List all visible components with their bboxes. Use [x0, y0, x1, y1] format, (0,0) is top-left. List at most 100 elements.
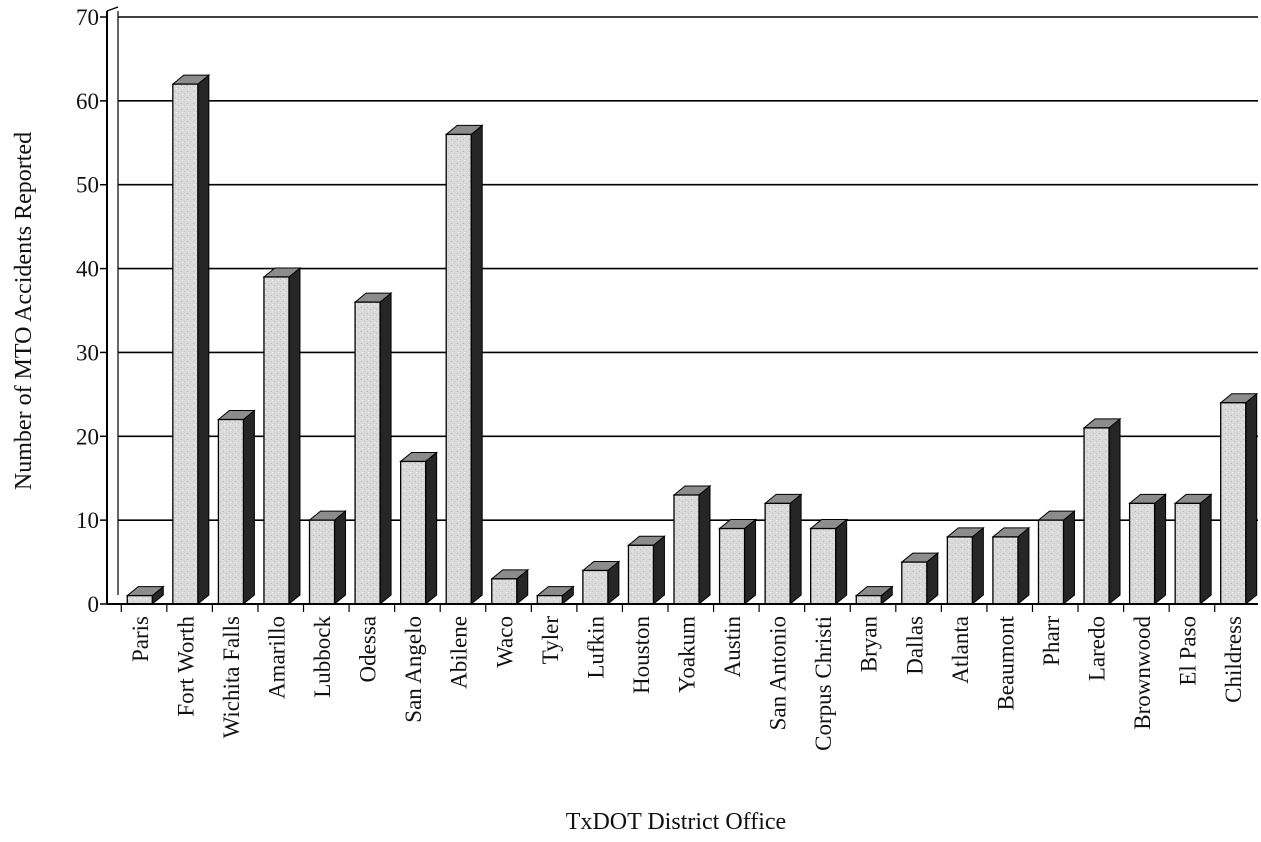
bar: [171, 74, 211, 606]
bar: [125, 585, 165, 606]
bar-front-face: [399, 460, 427, 605]
bar-front-face: [901, 561, 928, 605]
bar: [672, 484, 712, 606]
x-tick-label: Dallas: [902, 616, 927, 675]
x-tick-label: Wichita Falls: [219, 616, 244, 738]
x-tick-label: Tyler: [538, 616, 563, 665]
bar-side-face: [1245, 392, 1258, 606]
bar-front-face: [946, 536, 974, 605]
bar-front-face: [263, 276, 290, 605]
bar-side-face: [835, 518, 848, 606]
y-tick-label: 60: [76, 89, 99, 114]
bar-side-face: [242, 409, 255, 606]
bar-side-face: [425, 451, 438, 606]
bar: [1128, 493, 1168, 606]
x-tick-label: Laredo: [1085, 616, 1110, 681]
bar: [945, 526, 985, 606]
bar-front-face: [855, 594, 882, 605]
bar-side-face: [334, 510, 347, 606]
x-tick-label: Beaumont: [993, 615, 1018, 710]
bar-front-face: [491, 578, 518, 605]
x-axis-title: TxDOT District Office: [566, 809, 786, 835]
x-tick-label: Amarillo: [264, 616, 289, 699]
x-tick-label: Waco: [492, 616, 517, 668]
bar-front-face: [354, 301, 381, 605]
x-tick-label: Lubbock: [310, 616, 335, 698]
bar: [1173, 493, 1213, 606]
x-tick-label: Atlanta: [948, 616, 973, 684]
y-tick-label: 30: [76, 340, 99, 365]
bar: [900, 552, 940, 606]
x-tick-label: Yoakum: [675, 616, 700, 693]
y-tick-label: 10: [76, 508, 99, 533]
bar-front-face: [1037, 519, 1065, 605]
bar-side-face: [1017, 526, 1030, 606]
bar-front-face: [627, 544, 655, 605]
bar-front-face: [1083, 427, 1110, 605]
bar-front-face: [126, 594, 153, 605]
bar: [308, 510, 347, 606]
bar-front-face: [810, 527, 837, 605]
bar-side-face: [1108, 417, 1121, 606]
x-tick-label: Austin: [720, 616, 745, 678]
bar-front-face: [582, 569, 609, 605]
bar-side-face: [288, 266, 301, 606]
y-axis-title: Number of MTO Accidents Reported: [11, 132, 37, 490]
bar-front-face: [1128, 502, 1156, 605]
bar-front-face: [1220, 402, 1247, 605]
x-tick-label: Brownwood: [1130, 616, 1155, 730]
bar-front-face: [445, 133, 472, 605]
y-tick-label: 50: [76, 173, 99, 198]
bar-side-face: [789, 493, 802, 606]
bar: [581, 560, 621, 606]
x-tick-label: El Paso: [1176, 616, 1201, 686]
bar-front-face: [536, 594, 563, 605]
y-tick-label: 0: [88, 592, 100, 617]
x-axis-labels: Paris Fort Worth Wichita Falls Amarillo Lubb…: [120, 604, 1246, 751]
bar-side-face: [1154, 493, 1167, 606]
x-tick-label: Bryan: [857, 616, 882, 673]
bar-front-face: [764, 502, 791, 605]
x-tick-label: Fort Worth: [173, 616, 198, 717]
x-tick-label: Paris: [128, 616, 153, 662]
x-tick-label: San Angelo: [401, 616, 426, 723]
bar: [444, 124, 484, 606]
bar: [809, 518, 849, 606]
bar-front-face: [1174, 502, 1201, 605]
bar-front-face: [217, 418, 245, 605]
bar: [718, 518, 757, 606]
bar-side-face: [1062, 510, 1075, 606]
bar: [991, 526, 1031, 606]
bar-front-face: [718, 527, 746, 605]
bar-side-face: [1199, 493, 1212, 606]
bar: [1219, 392, 1259, 606]
axis-corner: [106, 6, 119, 12]
bar: [1082, 417, 1122, 606]
x-tick-label: Lufkin: [583, 616, 608, 679]
bar: [535, 585, 575, 606]
x-tick-label: Pharr: [1039, 616, 1064, 666]
bar: [1037, 510, 1076, 606]
bar: [216, 409, 256, 606]
y-tick-label: 20: [76, 424, 99, 449]
y-tick-label: 70: [76, 5, 99, 30]
bar-side-face: [652, 535, 665, 606]
bar: [627, 535, 666, 606]
bar-side-face: [197, 74, 210, 606]
x-tick-label: Childress: [1221, 616, 1246, 703]
x-tick-label: Abilene: [447, 616, 472, 689]
x-tick-label: San Antonio: [766, 616, 791, 730]
axes: [106, 6, 1258, 605]
x-tick-label: Houston: [629, 616, 654, 694]
bar: [262, 266, 302, 606]
bars: [125, 74, 1259, 606]
bar-front-face: [992, 536, 1019, 605]
bar-front-face: [172, 83, 199, 605]
y-axis-ticks: 0 10 20 30 40 50 60 70: [76, 5, 107, 617]
x-tick-label: Odessa: [356, 616, 381, 682]
bar-side-face: [379, 292, 392, 606]
x-tick-label: Corpus Christi: [811, 616, 836, 751]
bar-side-face: [744, 518, 757, 606]
bar: [399, 451, 439, 606]
